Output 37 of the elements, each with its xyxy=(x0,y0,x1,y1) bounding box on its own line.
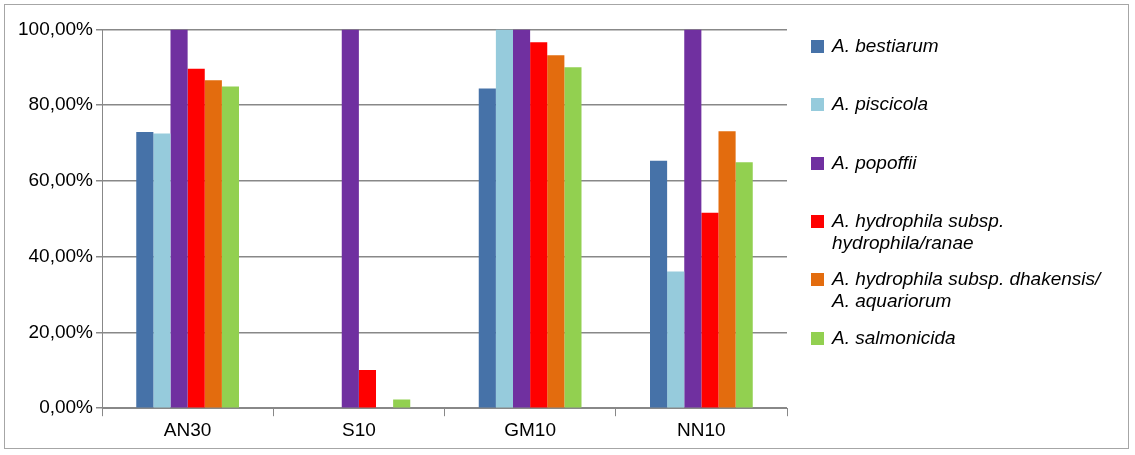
y-tick-label: 40,00% xyxy=(28,244,94,266)
y-tick-label: 20,00% xyxy=(28,320,94,342)
x-tick-label: GM10 xyxy=(504,418,556,440)
y-tick-label: 60,00% xyxy=(28,169,94,191)
bar xyxy=(684,29,702,408)
bar xyxy=(718,131,736,408)
bar xyxy=(564,67,582,408)
bar xyxy=(341,29,359,408)
bar xyxy=(701,212,719,408)
legend-label: A. bestiarum xyxy=(832,35,939,57)
x-tick-label: S10 xyxy=(341,418,376,440)
bar xyxy=(170,29,188,408)
bar xyxy=(495,29,513,408)
y-tick-label: 100,00% xyxy=(17,17,94,39)
legend-label: A. piscicola xyxy=(832,93,929,116)
bar xyxy=(650,160,668,408)
legend-label: A. salmonicida xyxy=(832,326,956,349)
bar xyxy=(513,29,531,408)
bar xyxy=(136,132,154,408)
bar xyxy=(530,42,548,408)
bar xyxy=(187,68,205,408)
bar xyxy=(204,80,222,408)
legend-label: A. popoffii xyxy=(832,151,917,174)
bar xyxy=(735,162,753,408)
legend-label: A. hydrophila subsp. dhakensis/ A. aquariorum xyxy=(832,268,1103,313)
y-tick-label: 80,00% xyxy=(28,93,94,115)
bar xyxy=(478,88,496,408)
bar xyxy=(153,133,171,408)
x-tick-label: NN10 xyxy=(677,418,726,440)
bar xyxy=(393,399,411,408)
bar xyxy=(547,55,565,408)
y-tick-label: 0,00% xyxy=(39,396,94,418)
legend-label: A. hydrophila subsp. hydrophila/ranae xyxy=(832,209,1006,254)
bar xyxy=(358,369,376,408)
bar xyxy=(667,271,685,408)
x-tick-label: AN30 xyxy=(163,418,212,440)
bar xyxy=(221,86,240,408)
